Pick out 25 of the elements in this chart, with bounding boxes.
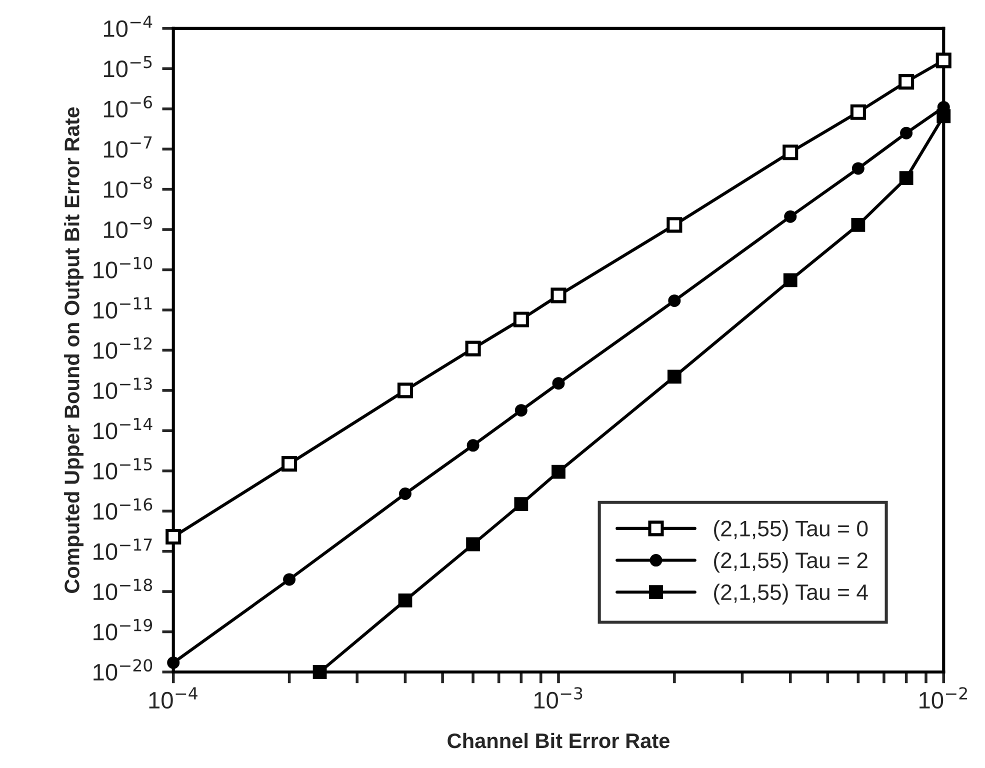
y-tick-label: 10$^{−10}$ — [94, 256, 152, 278]
x-tick-label: 10$^{−2}$ — [920, 687, 967, 709]
y-tick-label: 10$^{−14}$ — [94, 418, 152, 440]
y-tick-label: 10$^{−7}$ — [104, 136, 152, 158]
y-tick-label: 10$^{−8}$ — [104, 176, 152, 198]
y-tick-label: 10$^{−18}$ — [94, 578, 152, 600]
y-tick-label: 10$^{−20}$ — [94, 659, 152, 681]
legend-label: (2,1,55) Tau = 4 — [714, 584, 868, 604]
y-tick-label: 10$^{−12}$ — [94, 337, 152, 359]
y-tick-label: 10$^{−4}$ — [104, 16, 152, 38]
y-tick-label: 10$^{−13}$ — [94, 378, 152, 400]
legend-label: (2,1,55) Tau = 2 — [714, 552, 868, 573]
x-tick-label: 10$^{−4}$ — [149, 687, 198, 709]
y-tick-label: 10$^{−16}$ — [94, 498, 152, 520]
y-tick-label: 10$^{−6}$ — [104, 96, 152, 118]
y-tick-label: 10$^{−5}$ — [104, 56, 152, 78]
y-axis-title: Computed Upper Bound on Output Bit Error Rate — [64, 107, 84, 593]
y-tick-label: 10$^{−11}$ — [94, 297, 152, 319]
y-tick-label: 10$^{−15}$ — [94, 458, 152, 480]
x-axis-title: Channel Bit Error Rate — [448, 732, 670, 748]
x-tick-label: 10$^{−3}$ — [534, 687, 582, 709]
y-tick-label: 10$^{−17}$ — [94, 538, 152, 560]
y-tick-label: 10$^{−19}$ — [94, 618, 152, 640]
y-tick-label: 10$^{−9}$ — [104, 216, 152, 238]
legend-label: (2,1,55) Tau = 0 — [714, 520, 868, 541]
